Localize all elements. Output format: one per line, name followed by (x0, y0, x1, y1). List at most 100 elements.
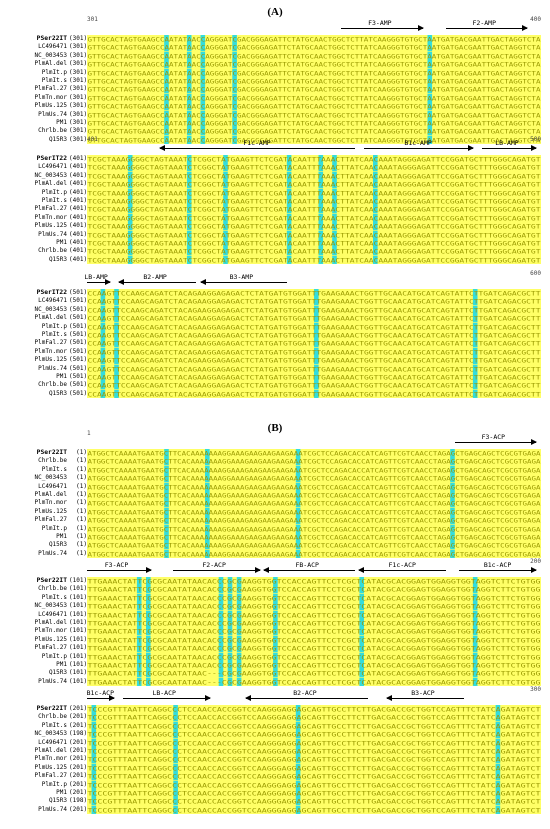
sequence-row: Chrlb.be (401) TCGCTAAAGGGGCTAGTAAATCTCGGC… (0, 247, 550, 256)
primer-label: F3-ACP (104, 561, 129, 569)
variant-column (173, 738, 178, 747)
sequence-row: PlmTn.mor (1) ATGGCTCAAAATGAATGCTTCACAAAAA… (0, 499, 550, 508)
sequence-track: ATGGCTCAAAATGAATGCTTCACAAAAAAAGGAAAGAAGA… (87, 482, 541, 491)
variant-column (91, 730, 97, 739)
sequence-name: PlmTn.mor (34, 93, 67, 101)
variant-column (495, 705, 501, 714)
sequence-track: ATGGCTCAAAATGAATGCTTCACAAAAAAAGGAAAGAAGA… (87, 516, 541, 525)
sequence-name: PlmAl.del (34, 747, 67, 754)
sequence-name: PlmIt.s (41, 593, 67, 601)
variant-column (314, 314, 319, 323)
sequence-track: TCGCTAAAGGGGCTAGTAAATCTCGGCTATGAAGTTCTCG… (87, 230, 541, 239)
variant-column (286, 239, 292, 248)
sequence-position: (201) (69, 805, 88, 813)
sequence-svg: CCAAGTTCCAAGCAGATCTACAGAAGGAGAGACTCTATGA… (88, 297, 541, 306)
sequence-name: PlmFal.27 (34, 516, 67, 524)
variant-column (295, 721, 301, 731)
sequence-row: PlmIt.s (501) CCAAGTTCCAAGCAGATCTACAGAAGGA… (0, 331, 550, 340)
variant-column (127, 239, 133, 248)
variant-column (472, 602, 478, 611)
primer-arrow (158, 144, 355, 153)
sequence-position: (101) (69, 627, 88, 635)
sequence-position: (201) (69, 738, 88, 746)
sequence-row: PlmUs.125 (201) TCCCGTTTAATTCAGGCCCTCCAACC… (0, 763, 550, 773)
sequence-position: (101) (69, 661, 88, 668)
variant-column (286, 180, 292, 189)
sequence-svg: CCAAGTTCCAAGCAGATCTACAGAAGGAGAGACTCTATGA… (88, 331, 541, 340)
sequence-track: CCAAGTTCCAAGCAGATCTACAGAAGGAGAGACTCTATGA… (87, 347, 541, 357)
sequence-svg: GTTGCACTAGTGAAGCCAATATAACCAGGGATCGACGGGA… (88, 93, 541, 103)
variant-column (472, 289, 478, 298)
sequence-text: TTGAAACTATTCGCGCAATATAAC---CGCGAAGGTGGTC… (88, 670, 541, 678)
variant-column (472, 619, 478, 628)
primer-label: B1c-ACP (86, 689, 115, 697)
sequence-text: GTTGCACTAGTGAAGCCAATATAACCAGGGATCGACGGGA… (88, 69, 541, 77)
variant-column (332, 239, 337, 248)
sequence-track: TCGCTAAAGGGGCTAGTAAATCTCGGCTATGAAGTTCTCG… (87, 255, 541, 265)
variant-column (314, 339, 319, 348)
variant-column (373, 188, 378, 197)
sequence-position: (401) (69, 247, 88, 255)
variant-column (472, 627, 478, 636)
sequence-track: TCCCGTTTAATTCAGGCCCTCCAACCACCGGTCCAAGGGA… (87, 705, 541, 714)
variant-column (295, 507, 301, 517)
sequence-position: (401) (69, 239, 88, 246)
variant-column (186, 180, 192, 189)
variant-column (218, 585, 224, 594)
variant-column (164, 60, 169, 69)
variant-column (450, 533, 455, 542)
sequence-text: TCGCTAAAGGGGCTAGTAAATCTCGGCTATGAAGTTCTCG… (88, 189, 541, 197)
variant-column (295, 730, 301, 739)
sequence-row: PlmAl.del (501) CCAAGTTCCAAGCAGATCTACAGAAG… (0, 314, 550, 323)
variant-column (273, 593, 278, 603)
variant-column (318, 255, 324, 265)
variant-column (495, 789, 501, 798)
sequence-row: PM1 (201) TCCCGTTTAATTCAGGCCCTCCAACCACCGGT… (0, 789, 550, 798)
variant-column (218, 593, 224, 603)
sequence-name: Chrlb.be (38, 127, 67, 135)
variant-column (218, 677, 224, 687)
sequence-track: ATGGCTCAAAATGAATGCTTCACAAAAAAAGGAAAGAAGA… (87, 549, 541, 559)
sequence-track: GTTGCACTAGTGAAGCCAATATAACCAGGGATCGACGGGA… (87, 110, 541, 119)
sequence-name: PM1 (56, 789, 67, 796)
variant-column (295, 747, 301, 756)
sequence-position: (101) (69, 619, 88, 626)
sequence-position: (1) (76, 516, 87, 524)
sequence-track: ATGGCTCAAAATGAATGCTTCACAAAAAAAGGAAAGAAGA… (87, 474, 541, 483)
sequence-position: (501) (69, 381, 88, 389)
variant-column (273, 669, 278, 678)
variant-column (164, 51, 169, 61)
sequence-svg: TCGCTAAAGGGGCTAGTAAATCTCGGCTATGAAGTTCTCG… (88, 239, 541, 248)
variant-column (227, 577, 233, 586)
sequence-position: (201) (69, 772, 88, 780)
sequence-name: PSer22IT (36, 705, 67, 712)
primer-label: LB-ACP (152, 689, 176, 697)
sequence-text: TTGAAACTATTCGCGCAATATAACACCCGCGAAGGTGGTC… (88, 628, 541, 636)
variant-column (114, 322, 119, 331)
variant-column (164, 541, 169, 550)
sequence-name: PlmFal.27 (34, 205, 67, 213)
variant-column (114, 305, 119, 315)
alignment-block: 401 500 F1c-AMP B1c-AMP LB-AMP PSerIT22 (401) T… (0, 136, 550, 266)
alignment-block: 301 400 F3-AMP F2-AMP PSer22IT (301) GTTGCACTA… (0, 16, 550, 146)
sequence-svg: ATGGCTCAAAATGAATGCTTCACAAAAAAAGGAAAGAAGA… (88, 549, 541, 559)
primer-label: B3-ACP (411, 689, 435, 697)
variant-column (472, 585, 478, 594)
variant-column (114, 297, 119, 306)
sequence-text: CCAAGTTCCAAGCAGATCTACAGAAGGAGAGACTCTATGA… (88, 332, 541, 340)
sequence-svg: ATGGCTCAAAATGAATGCTTCACAAAAAAAGGAAAGAAGA… (88, 499, 541, 508)
sequence-position: (301) (69, 60, 88, 68)
sequence-svg: TCCCGTTTAATTCAGGCCCTCCAACCACCGGTCCAAGGGA… (88, 713, 541, 722)
variant-column (223, 180, 228, 189)
sequence-track: TCCCGTTTAATTCAGGCCCTCCAACCACCGGTCCAAGGGA… (87, 721, 541, 731)
variant-column (91, 713, 97, 722)
sequence-row: Q15R3 (401) TCGCTAAAGGGGCTAGTAAATCTCGGCTAT… (0, 255, 550, 265)
sequence-svg: GTTGCACTAGTGAAGCCAATATAACCAGGGATCGACGGGA… (88, 77, 541, 86)
sequence-svg: ATGGCTCAAAATGAATGCTTCACAAAAAAAGGAAAGAAGA… (88, 516, 541, 525)
sequence-row: PlmUs.125 (301) GTTGCACTAGTGAAGCCAATATAACC… (0, 102, 550, 111)
sequence-name: Chrlb.be (38, 247, 67, 255)
variant-column (173, 789, 178, 798)
sequence-track: TCCCGTTTAATTCAGGCCCTCCAACCACCGGTCCAAGGGA… (87, 713, 541, 722)
variant-column (295, 772, 301, 781)
variant-column (427, 135, 433, 145)
